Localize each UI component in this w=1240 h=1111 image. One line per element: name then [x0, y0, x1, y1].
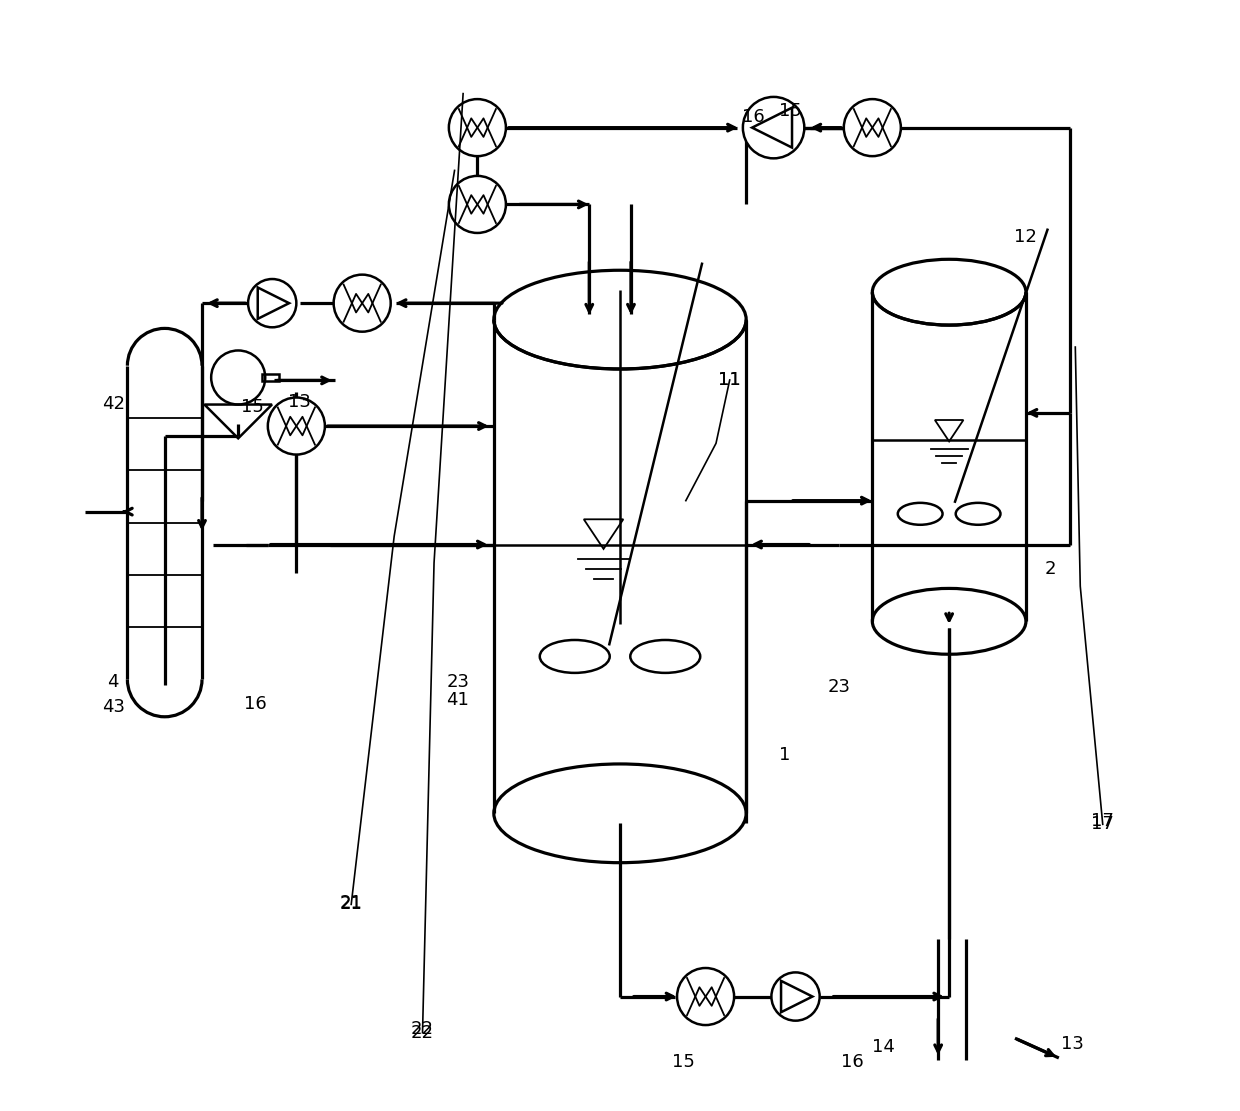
Text: 41: 41	[446, 691, 469, 709]
Text: 43: 43	[102, 698, 125, 715]
Circle shape	[743, 97, 805, 159]
Text: 14: 14	[872, 1038, 895, 1057]
Text: 22: 22	[410, 1023, 434, 1042]
Text: 15: 15	[672, 1053, 696, 1071]
Text: 21: 21	[340, 894, 362, 912]
Text: 17: 17	[1091, 812, 1115, 830]
Text: 22: 22	[410, 1020, 434, 1039]
Bar	[262, 374, 279, 381]
Text: 11: 11	[718, 371, 742, 389]
Text: 17: 17	[1091, 815, 1115, 833]
Circle shape	[334, 274, 391, 332]
Text: 23: 23	[828, 678, 851, 697]
Text: 13: 13	[288, 393, 311, 411]
Text: 12: 12	[1014, 229, 1038, 247]
Text: 11: 11	[718, 371, 742, 389]
Text: 16: 16	[743, 108, 765, 126]
Text: 15: 15	[241, 399, 264, 417]
Text: 15: 15	[779, 102, 801, 120]
Circle shape	[771, 972, 820, 1021]
Text: 4: 4	[108, 672, 119, 691]
Circle shape	[677, 968, 734, 1025]
Circle shape	[843, 99, 901, 157]
Text: 23: 23	[446, 672, 469, 691]
Text: 16: 16	[244, 694, 267, 712]
Circle shape	[248, 279, 296, 328]
Text: 42: 42	[102, 396, 125, 413]
Text: 21: 21	[340, 895, 362, 913]
Circle shape	[449, 176, 506, 233]
Circle shape	[268, 398, 325, 454]
Text: 13: 13	[1060, 1034, 1084, 1053]
Text: 16: 16	[841, 1053, 864, 1071]
Circle shape	[449, 99, 506, 157]
Text: 1: 1	[779, 747, 790, 764]
Text: 2: 2	[1044, 560, 1055, 578]
Circle shape	[211, 350, 265, 404]
